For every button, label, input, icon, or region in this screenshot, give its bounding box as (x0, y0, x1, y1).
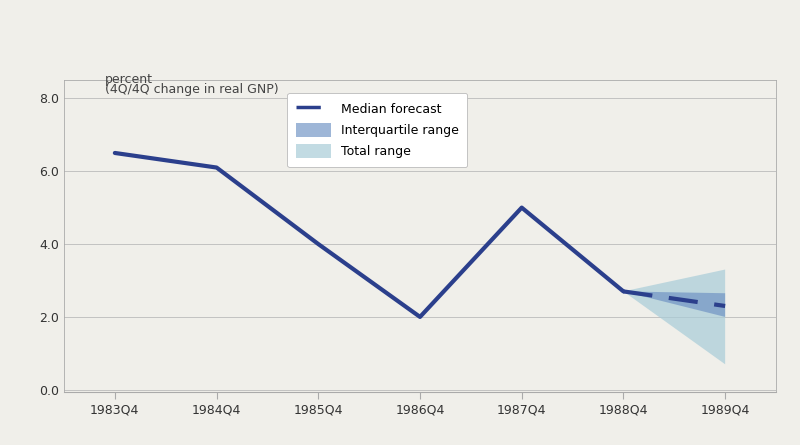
Text: percent: percent (105, 73, 153, 85)
Legend: Median forecast, Interquartile range, Total range: Median forecast, Interquartile range, To… (287, 93, 467, 167)
Polygon shape (623, 291, 725, 317)
Text: (4Q/4Q change in real GNP): (4Q/4Q change in real GNP) (105, 84, 278, 97)
Polygon shape (623, 270, 725, 364)
